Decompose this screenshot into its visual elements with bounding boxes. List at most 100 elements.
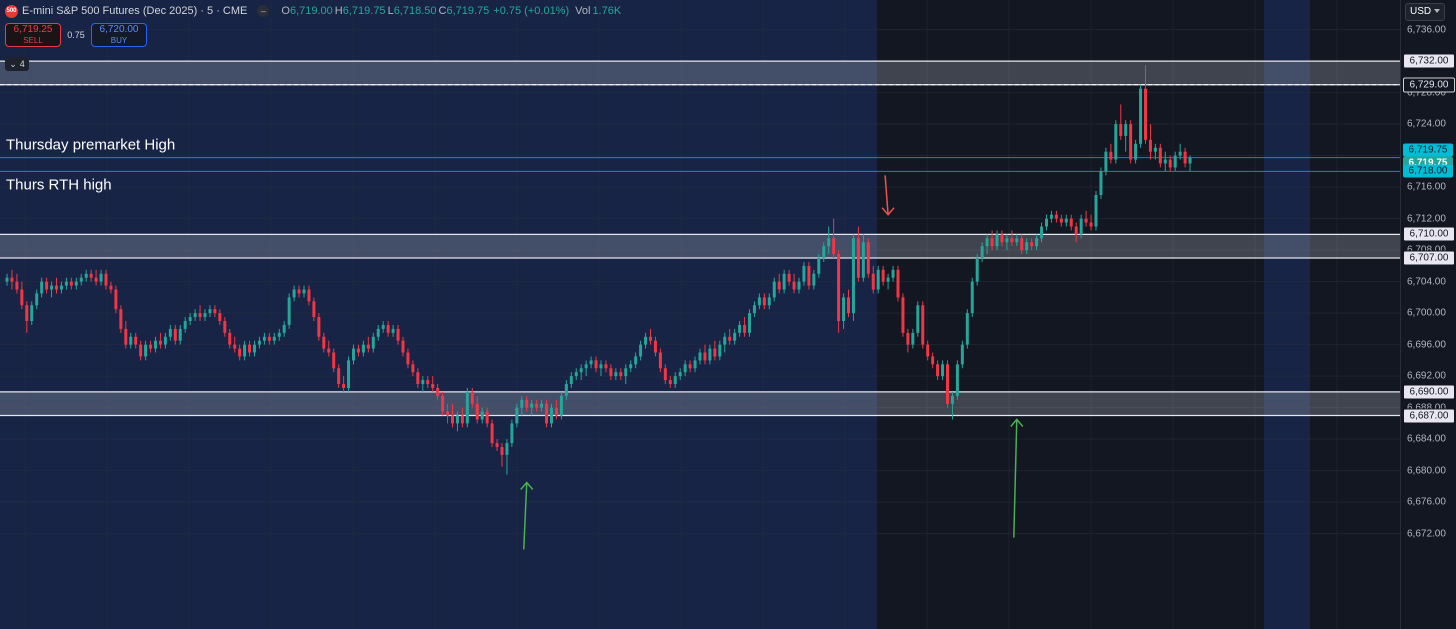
symbol-title[interactable]: E-mini S&P 500 Futures (Dec 2025) · 5 · … [22, 5, 248, 17]
price-label[interactable]: 6,690.00 [1403, 384, 1455, 400]
candle-body [733, 332, 737, 341]
price-label[interactable]: 6,719.75 [1403, 143, 1453, 157]
candle-body [847, 297, 850, 314]
arrow-head [520, 481, 534, 490]
candle-body [451, 415, 454, 424]
candle-body [663, 368, 667, 381]
sell-button[interactable]: 6,719.25 SELL [5, 23, 61, 47]
candle-body [827, 238, 831, 247]
candle-body [356, 348, 360, 353]
candle-body [40, 281, 44, 294]
candle-body [807, 265, 811, 286]
currency-label: USD [1410, 6, 1432, 17]
candle-body [723, 336, 727, 345]
candle-body [223, 321, 227, 333]
price-label[interactable]: 6,710.00 [1403, 226, 1455, 242]
candle-body [248, 344, 252, 353]
candle-body [149, 344, 153, 349]
price-label[interactable]: 6,729.00 [1403, 77, 1455, 93]
candle-body [352, 348, 355, 361]
currency-selector[interactable]: USD [1405, 3, 1446, 21]
high-value: 6,719.75 [342, 5, 386, 17]
candle-body [45, 281, 49, 290]
candle-body [614, 372, 618, 377]
candle-body [1074, 226, 1078, 235]
candle-body [955, 364, 959, 396]
candle-body [1114, 124, 1118, 160]
candle-body [10, 277, 14, 282]
price-label[interactable]: 6,732.00 [1403, 53, 1455, 69]
candle-body [1163, 159, 1167, 164]
candle-body [693, 360, 697, 369]
candle-body [896, 269, 900, 298]
candle-body [1134, 143, 1138, 160]
candle-body [490, 423, 494, 444]
candle-body [59, 285, 63, 290]
candle-body [1183, 151, 1187, 164]
price-label[interactable]: 6,707.00 [1403, 250, 1455, 266]
candle-body [1099, 171, 1103, 195]
candle-body [198, 313, 202, 318]
candle-body [530, 403, 534, 408]
change-value: +0.75 (+0.01%) [493, 5, 570, 17]
candle-body [183, 321, 187, 329]
candle-body [139, 344, 143, 357]
candle-body [1005, 238, 1009, 243]
candle-body [114, 289, 118, 310]
candle-body [931, 356, 935, 365]
candle-body [589, 360, 593, 365]
buy-button[interactable]: 6,720.00 BUY [91, 23, 147, 47]
candle-body [376, 328, 380, 337]
price-tick-label: 6,696.00 [1407, 339, 1446, 351]
candle-body [307, 289, 311, 302]
candle-body [1178, 151, 1182, 156]
rth-high-annotation[interactable]: Thurs RTH high [6, 176, 112, 194]
candle-body [470, 391, 474, 404]
candle-body [703, 352, 707, 361]
candle-body [257, 340, 261, 345]
candle-body [658, 352, 662, 369]
price-label[interactable]: 6,687.00 [1403, 408, 1455, 424]
candle-body [975, 258, 979, 282]
candle-body [837, 254, 841, 322]
candle-body [554, 407, 558, 416]
candle-body [842, 297, 846, 322]
price-label[interactable]: 6,718.00 [1403, 164, 1453, 178]
candle-body [901, 297, 905, 333]
candle-body [243, 344, 247, 357]
candle-body [1124, 124, 1128, 136]
chevron-down-icon [1434, 9, 1441, 14]
eye-icon[interactable]: – [257, 5, 270, 17]
candle-body [752, 305, 756, 314]
price-tick-label: 6,708.00 [1407, 245, 1446, 256]
candle-body [253, 344, 256, 353]
indicators-toggle-button[interactable]: ⌄ 4 [5, 57, 29, 71]
candle-body [342, 384, 346, 388]
symbol-legend[interactable]: 500 E-mini S&P 500 Futures (Dec 2025) · … [5, 4, 621, 18]
candle-body [25, 305, 29, 322]
candle-body [480, 411, 484, 420]
candle-body [421, 380, 425, 385]
session-shade [1264, 0, 1310, 629]
open-label: O [281, 5, 290, 17]
candle-body [802, 265, 806, 282]
candle-body [916, 305, 920, 333]
candle-body [158, 340, 162, 345]
candle-body [584, 364, 588, 369]
candle-body [1144, 88, 1147, 140]
candle-body [743, 324, 747, 333]
candlestick-chart[interactable] [0, 0, 1400, 629]
candle-body [455, 415, 459, 424]
candle-body [1158, 147, 1162, 164]
candle-body [1119, 124, 1123, 136]
candle-body [792, 281, 796, 290]
candle-body [970, 281, 974, 314]
price-axis[interactable]: 6,672.00 6,676.00 6,680.00 6,684.00 6,688.00… [1400, 0, 1456, 629]
premarket-high-annotation[interactable]: Thursday premarket High [6, 136, 176, 154]
chart-area[interactable] [0, 0, 1400, 629]
candle-body [728, 336, 732, 341]
candle-body [772, 281, 776, 298]
candle-body [1040, 226, 1044, 239]
candle-body [1020, 238, 1024, 251]
candle-body [391, 328, 395, 333]
